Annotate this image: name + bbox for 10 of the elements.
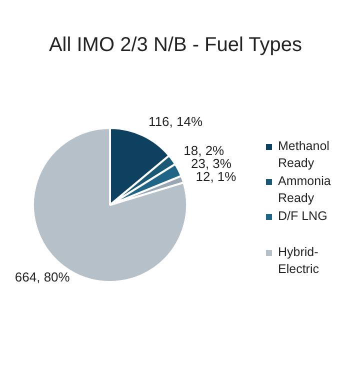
chart-title: All IMO 2/3 N/B - Fuel Types xyxy=(48,34,304,57)
data-label: 664, 80% xyxy=(14,270,70,285)
data-label: 12, 1% xyxy=(196,169,237,184)
data-label: 23, 3% xyxy=(190,156,232,172)
data-label: 18, 2% xyxy=(184,143,225,158)
legend-label: Hybrid-Electric xyxy=(278,244,320,278)
legend-label: Methanol Ready xyxy=(278,138,330,172)
legend-label: D/F LNG xyxy=(278,208,328,225)
data-label: 116, 14% xyxy=(148,114,203,130)
legend-label: Ammonia Ready xyxy=(278,173,332,207)
